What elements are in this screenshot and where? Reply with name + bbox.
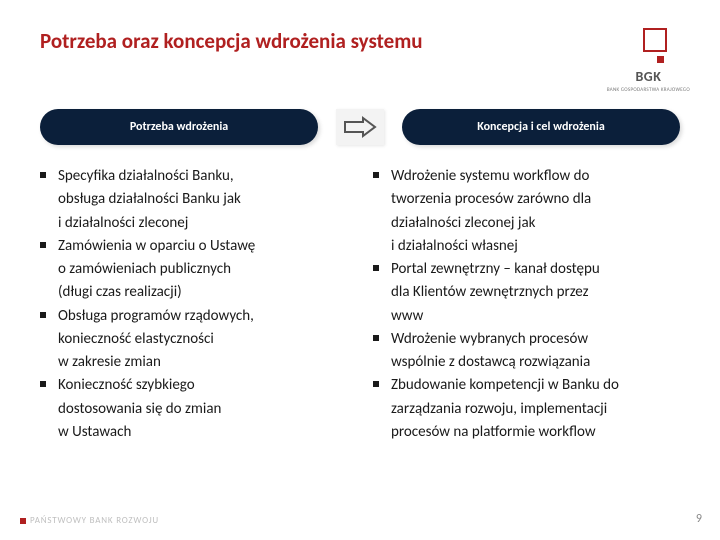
bullet-icon bbox=[40, 242, 46, 248]
list-item-line: zarządzania rozwoju, implementacji bbox=[391, 398, 680, 421]
logo-text: BGK bbox=[635, 68, 661, 85]
list-item: Konieczność szybkiegodostosowania się do… bbox=[40, 374, 347, 444]
list-item-line: konieczność elastyczności bbox=[58, 328, 347, 351]
left-list: Specyfika działalności Banku,obsługa dzi… bbox=[40, 165, 347, 444]
left-column: Specyfika działalności Banku,obsługa dzi… bbox=[40, 165, 347, 444]
list-item-line: o zamówieniach publicznych bbox=[58, 258, 347, 281]
right-list: Wdrożenie systemu workflow dotworzenia p… bbox=[373, 165, 680, 444]
bullet-icon bbox=[40, 381, 46, 387]
list-item-line: i działalności własnej bbox=[391, 235, 680, 258]
list-item-line: www bbox=[391, 305, 680, 328]
list-item-line: Portal zewnętrzny – kanał dostępu bbox=[391, 258, 680, 281]
list-item: Wdrożenie systemu workflow dotworzenia p… bbox=[373, 165, 680, 258]
list-item-line: tworzenia procesów zarówno dla bbox=[391, 188, 680, 211]
list-item-line: Obsługa programów rządowych, bbox=[58, 305, 347, 328]
list-item-line: w zakresie zmian bbox=[58, 351, 347, 374]
header: Potrzeba oraz koncepcja wdrożenia system… bbox=[0, 0, 720, 103]
logo-mark bbox=[629, 28, 667, 66]
list-item-line: w Ustawach bbox=[58, 421, 347, 444]
list-item: Zamówienia w oparciu o Ustawęo zamówieni… bbox=[40, 235, 347, 305]
bullet-icon bbox=[373, 172, 379, 178]
bullet-icon bbox=[373, 381, 379, 387]
list-item: Wdrożenie wybranych procesówwspólnie z d… bbox=[373, 328, 680, 375]
list-item-line: Wdrożenie wybranych procesów bbox=[391, 328, 680, 351]
list-item-line: obsługa działalności Banku jak bbox=[58, 188, 347, 211]
list-item-line: Konieczność szybkiego bbox=[58, 374, 347, 397]
logo: BGK BANK GOSPODARSTWA KRAJOWEGO bbox=[607, 28, 690, 93]
bullet-icon bbox=[40, 172, 46, 178]
list-item: Obsługa programów rządowych,konieczność … bbox=[40, 305, 347, 375]
footer-square-icon bbox=[20, 518, 26, 524]
pill-left: Potrzeba wdrożenia bbox=[40, 109, 318, 145]
page-number: 9 bbox=[696, 512, 702, 526]
list-item-line: Zamówienia w oparciu o Ustawę bbox=[58, 235, 347, 258]
footer-text: PAŃSTWOWY BANK ROZWOJU bbox=[30, 515, 159, 526]
content-columns: Specyfika działalności Banku,obsługa dzi… bbox=[0, 159, 720, 444]
bullet-icon bbox=[373, 335, 379, 341]
bullet-icon bbox=[373, 265, 379, 271]
slide-title: Potrzeba oraz koncepcja wdrożenia system… bbox=[40, 28, 423, 54]
logo-subtext: BANK GOSPODARSTWA KRAJOWEGO bbox=[607, 87, 690, 93]
list-item-line: działalności zleconej jak bbox=[391, 212, 680, 235]
list-item: Portal zewnętrzny – kanał dostępudla Kli… bbox=[373, 258, 680, 328]
list-item-line: dostosowania się do zmian bbox=[58, 398, 347, 421]
list-item-line: dla Klientów zewnętrznych przez bbox=[391, 281, 680, 304]
list-item-line: wspólnie z dostawcą rozwiązania bbox=[391, 351, 680, 374]
pill-row: Potrzeba wdrożenia Koncepcja i cel wdroż… bbox=[0, 103, 720, 159]
list-item-line: (długi czas realizacji) bbox=[58, 281, 347, 304]
list-item: Zbudowanie kompetencji w Banku dozarządz… bbox=[373, 374, 680, 444]
list-item-line: Zbudowanie kompetencji w Banku do bbox=[391, 374, 680, 397]
pill-right: Koncepcja i cel wdrożenia bbox=[402, 109, 680, 145]
list-item-line: procesów na platformie workflow bbox=[391, 421, 680, 444]
list-item-line: Specyfika działalności Banku, bbox=[58, 165, 347, 188]
list-item-line: i działalności zleconej bbox=[58, 212, 347, 235]
list-item-line: Wdrożenie systemu workflow do bbox=[391, 165, 680, 188]
footer-branding: PAŃSTWOWY BANK ROZWOJU bbox=[20, 515, 159, 526]
arrow-icon bbox=[336, 109, 384, 145]
bullet-icon bbox=[40, 312, 46, 318]
right-column: Wdrożenie systemu workflow dotworzenia p… bbox=[373, 165, 680, 444]
list-item: Specyfika działalności Banku,obsługa dzi… bbox=[40, 165, 347, 235]
